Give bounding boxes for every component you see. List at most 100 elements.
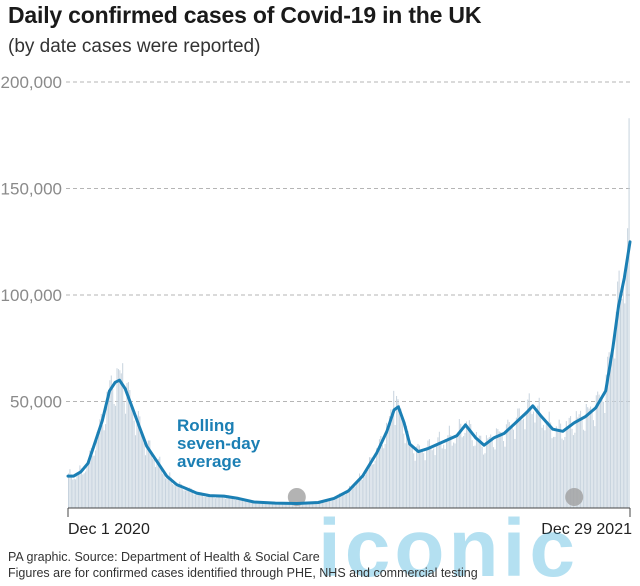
bar	[240, 499, 242, 508]
bar	[437, 437, 439, 508]
bar	[127, 382, 129, 508]
bar	[414, 460, 416, 508]
bar	[478, 435, 480, 508]
bar	[260, 502, 262, 508]
bar	[140, 430, 142, 508]
bar	[105, 424, 107, 508]
bar	[256, 502, 258, 508]
bar	[574, 432, 576, 508]
bar	[488, 437, 490, 508]
bar	[313, 503, 315, 508]
bar	[226, 495, 228, 508]
bar	[450, 435, 452, 508]
bar	[388, 416, 390, 508]
bar	[505, 424, 507, 508]
bar	[189, 487, 191, 508]
bar	[317, 501, 319, 508]
bar	[182, 489, 184, 508]
bar	[270, 502, 272, 508]
bar	[223, 497, 225, 508]
bar	[535, 411, 537, 508]
bar	[448, 425, 450, 508]
bar	[547, 421, 549, 508]
bar	[242, 499, 244, 508]
watermark-text: iconic	[318, 503, 579, 586]
bar	[445, 439, 447, 508]
bar	[76, 474, 78, 508]
bar	[351, 488, 353, 508]
bar	[264, 503, 266, 508]
bar	[570, 416, 572, 508]
bar	[567, 426, 569, 508]
bar	[571, 428, 573, 508]
bar	[451, 445, 453, 508]
bar	[310, 502, 312, 508]
bar	[504, 446, 506, 508]
bar	[561, 438, 563, 508]
bar	[119, 370, 121, 508]
bar	[169, 472, 171, 508]
bar	[319, 501, 321, 508]
bar	[279, 502, 281, 508]
bar	[281, 503, 283, 508]
series-label-line: Rolling	[177, 416, 235, 435]
bar	[116, 368, 118, 508]
bar	[622, 285, 624, 508]
bar	[605, 374, 607, 508]
bar	[167, 475, 169, 508]
bar	[585, 404, 587, 508]
bar	[276, 502, 278, 508]
bar	[216, 494, 218, 508]
bar	[545, 421, 547, 508]
bar	[464, 432, 466, 508]
bar	[582, 429, 584, 508]
bar	[156, 461, 158, 508]
bar	[87, 462, 89, 508]
bar	[515, 417, 517, 508]
axis: 50,000 100,000 150,000 200,000 Dec 1 2020 Dec…	[1, 73, 633, 538]
bar	[396, 395, 398, 508]
bar	[418, 445, 420, 508]
bar	[80, 468, 82, 508]
bar	[152, 458, 154, 508]
bar	[628, 118, 630, 509]
bar	[591, 410, 593, 508]
bar	[471, 440, 473, 508]
bar	[413, 453, 415, 508]
bar	[137, 411, 139, 508]
bar	[394, 425, 396, 508]
bar	[575, 411, 577, 508]
bar	[487, 438, 489, 508]
bar	[407, 430, 409, 508]
bar	[495, 428, 497, 508]
bar	[314, 503, 316, 508]
bar	[611, 352, 613, 508]
bar	[554, 436, 556, 508]
bar	[477, 438, 479, 508]
bar	[618, 270, 620, 508]
bar	[564, 436, 566, 508]
bar	[627, 228, 629, 509]
bar	[82, 474, 84, 508]
bar	[97, 431, 99, 508]
bar	[595, 395, 597, 508]
bar	[480, 435, 482, 508]
bar	[353, 486, 355, 508]
bar	[460, 423, 462, 508]
bar	[444, 449, 446, 508]
bar	[229, 495, 231, 508]
bar	[434, 455, 436, 508]
bar	[608, 352, 610, 508]
bar	[540, 414, 542, 508]
bar	[410, 443, 412, 508]
bar	[287, 503, 289, 508]
bar	[271, 503, 273, 508]
bar	[578, 414, 580, 508]
bar	[584, 430, 586, 508]
bar	[483, 454, 485, 508]
bar	[72, 479, 74, 508]
chart-title: Daily confirmed cases of Covid-19 in the…	[8, 2, 482, 28]
bar	[329, 498, 331, 508]
bar	[337, 494, 339, 508]
